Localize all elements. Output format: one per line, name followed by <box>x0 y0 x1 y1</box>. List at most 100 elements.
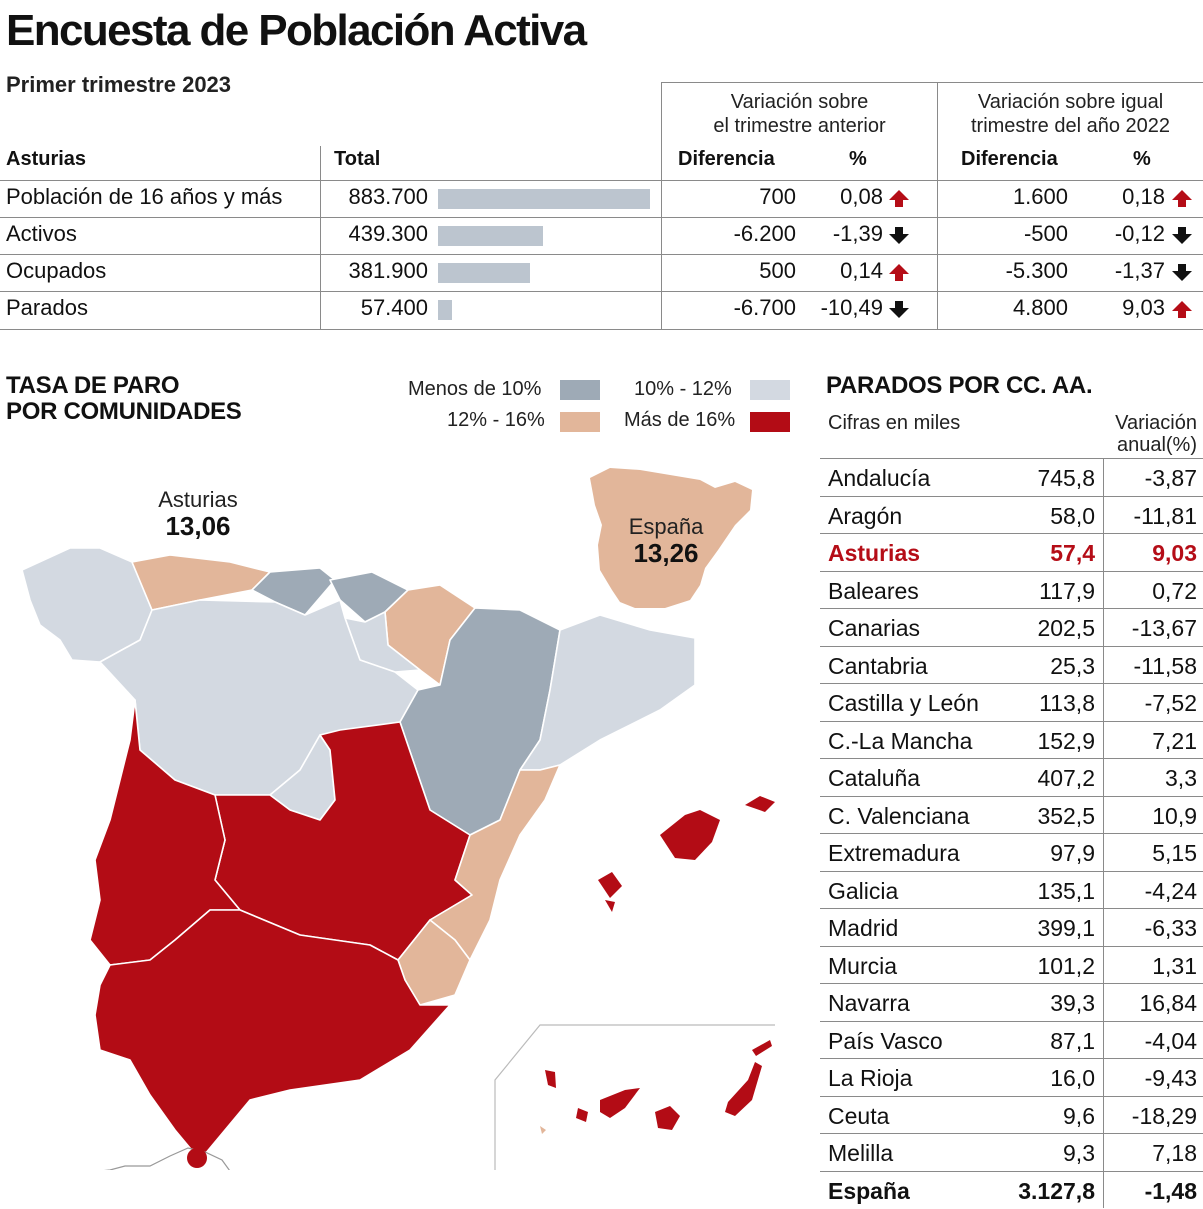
region-variation: -3,87 <box>1144 465 1197 491</box>
region-row: España 3.127,8 -1,48 <box>820 1172 1203 1209</box>
table-divider <box>320 146 321 329</box>
regions-table-unit: Cifras en miles <box>828 412 961 434</box>
table-row: Ocupados 381.900 500 0,14 -5.300 -1,37 <box>0 254 1203 291</box>
region-unemployed: 97,9 <box>1050 840 1095 866</box>
region-variation: 0,72 <box>1152 577 1197 604</box>
region-row: C. Valenciana 352,5 10,9 <box>820 797 1203 834</box>
row-pct1: 0,08 <box>840 184 883 209</box>
legend-swatch <box>750 380 790 400</box>
north-africa-coast <box>103 1147 230 1170</box>
row-label: Parados <box>6 295 88 320</box>
table-divider <box>661 82 662 329</box>
table-rule <box>0 180 1203 181</box>
region-name: País Vasco <box>828 1027 943 1054</box>
asturias-label: Asturias <box>158 487 238 512</box>
region-variation: -11,58 <box>1133 652 1197 679</box>
arrow-up-icon <box>1172 301 1192 318</box>
asturias-rate: 13,06 <box>165 511 231 541</box>
region-name: Madrid <box>828 915 899 941</box>
region-name: Cataluña <box>828 765 921 791</box>
region-name: Andalucía <box>828 465 931 491</box>
group-header-line: el trimestre anterior <box>713 115 886 137</box>
row-pct2: -0,12 <box>1114 221 1165 246</box>
region-name: Melilla <box>828 1140 894 1166</box>
region-variation: -6,33 <box>1144 915 1197 941</box>
region-unemployed: 135,1 <box>1037 877 1095 904</box>
region-unemployed: 399,1 <box>1037 915 1095 941</box>
region-variation: 1,31 <box>1152 952 1197 979</box>
table-row: Parados 57.400 -6.700 -10,49 4.800 9,03 <box>0 291 1203 328</box>
region-name: Murcia <box>828 952 898 979</box>
table-rule <box>0 217 1203 218</box>
region-unemployed: 407,2 <box>1037 765 1095 791</box>
table-row: Activos 439.300 -6.200 -1,39 -500 -0,12 <box>0 217 1203 254</box>
arrow-up-icon <box>889 190 909 207</box>
region-name: Extremadura <box>828 840 960 866</box>
col-header-diff2: Diferencia <box>961 148 1058 170</box>
row-diff1: -6.200 <box>733 221 796 246</box>
region-unemployed: 3.127,8 <box>1018 1177 1095 1204</box>
region-variation: 7,18 <box>1152 1140 1197 1166</box>
region-name: España <box>828 1177 910 1204</box>
page-title: Encuesta de Población Activa <box>6 6 587 55</box>
region-unemployed: 152,9 <box>1037 727 1095 754</box>
legend-label: 12% - 16% <box>447 409 545 431</box>
regions-table-divider <box>1103 458 1104 1208</box>
group-header-quarter: Variación sobre el trimestre anterior <box>662 90 937 138</box>
row-label: Población de 16 años y más <box>6 184 283 209</box>
region-variation: -4,24 <box>1144 877 1197 904</box>
legend-label: Menos de 10% <box>408 378 542 400</box>
table-divider <box>937 82 938 329</box>
region-row: Baleares 117,9 0,72 <box>820 572 1203 609</box>
region-unemployed: 58,0 <box>1050 502 1095 529</box>
col-header-pct1: % <box>849 148 867 170</box>
row-pct2: -1,37 <box>1114 258 1165 283</box>
region-name: Canarias <box>828 615 921 641</box>
region-unemployed: 57,4 <box>1050 540 1095 566</box>
region-ceuta <box>187 1148 207 1168</box>
row-pct1: 0,14 <box>840 258 883 283</box>
spain-label: España <box>628 514 704 539</box>
region-unemployed: 39,3 <box>1050 990 1095 1016</box>
region-unemployed: 352,5 <box>1037 802 1095 829</box>
row-total: 57.400 <box>360 295 428 320</box>
region-row: Galicia 135,1 -4,24 <box>820 872 1203 909</box>
total-bar <box>438 300 452 320</box>
regions-table-var-header: Variación anual(%) <box>1100 412 1197 456</box>
row-label: Activos <box>6 221 77 246</box>
region-unemployed: 9,3 <box>1063 1140 1095 1166</box>
row-diff2: -500 <box>1023 221 1068 246</box>
table-rule <box>0 254 1203 255</box>
region-name: Cantabria <box>828 652 928 679</box>
table-rule <box>661 82 1203 83</box>
col-header-region: Asturias <box>6 148 87 170</box>
region-unemployed: 202,5 <box>1037 615 1095 641</box>
col-header-total: Total <box>334 148 381 170</box>
legend-swatch <box>560 412 600 432</box>
spain-map <box>21 468 775 1170</box>
row-label: Ocupados <box>6 258 107 283</box>
region-variation: -13,67 <box>1131 615 1197 641</box>
row-diff1: 700 <box>759 184 796 209</box>
row-diff2: -5.300 <box>1005 258 1068 283</box>
page-subtitle: Primer trimestre 2023 <box>6 72 232 97</box>
region-variation: 5,15 <box>1152 840 1197 866</box>
region-row: Murcia 101,2 1,31 <box>820 947 1203 984</box>
region-row: La Rioja 16,0 -9,43 <box>820 1059 1203 1097</box>
group-header-line: Variación sobre igual <box>977 91 1164 113</box>
region-variation: 3,3 <box>1165 765 1197 791</box>
region-unemployed: 25,3 <box>1050 652 1095 679</box>
region-baleares <box>598 796 775 912</box>
group-header-line: trimestre del año 2022 <box>970 115 1170 137</box>
row-total: 381.900 <box>348 258 428 283</box>
region-row: Melilla 9,3 7,18 <box>820 1134 1203 1172</box>
row-pct2: 0,18 <box>1122 184 1165 209</box>
col-header-pct2: % <box>1133 148 1151 170</box>
arrow-down-icon <box>1172 227 1192 244</box>
total-bar <box>438 226 543 246</box>
region-row: Ceuta 9,6 -18,29 <box>820 1097 1203 1134</box>
row-pct2: 9,03 <box>1122 295 1165 320</box>
table-row: Población de 16 años y más 883.700 700 0,08… <box>0 180 1203 217</box>
region-name: Baleares <box>828 577 919 604</box>
region-name: Ceuta <box>828 1102 890 1129</box>
